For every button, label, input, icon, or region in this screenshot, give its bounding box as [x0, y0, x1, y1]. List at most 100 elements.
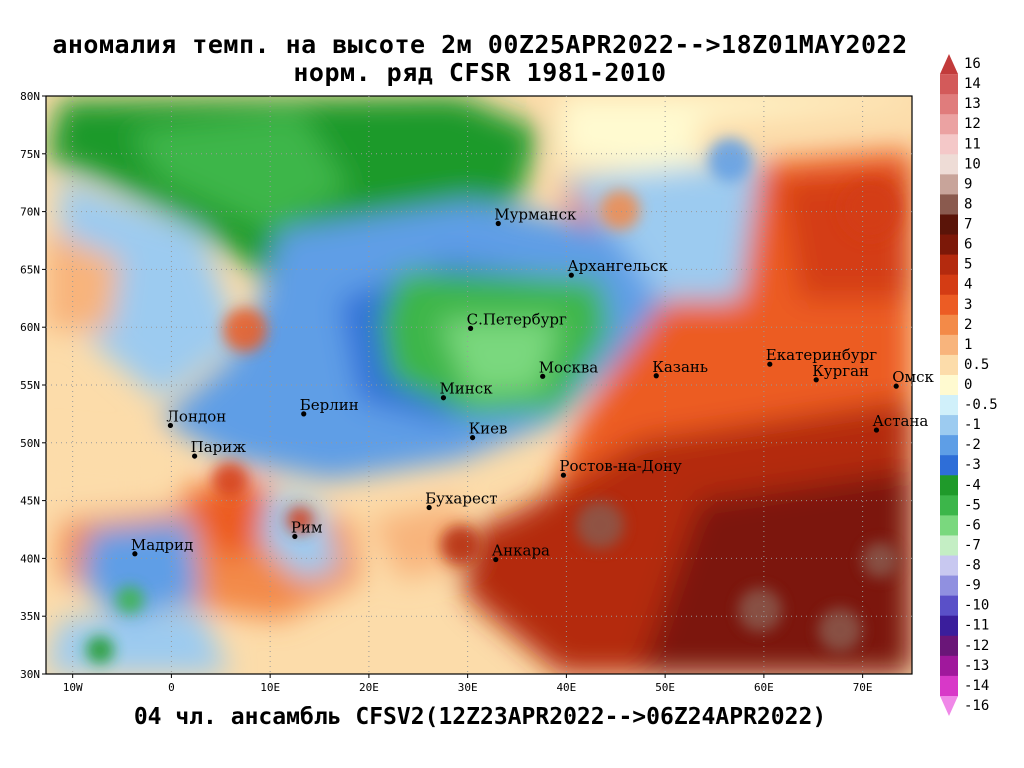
- colorbar-swatch: [940, 294, 958, 316]
- colorbar-label: -8: [964, 558, 981, 574]
- city-dot: [540, 373, 546, 379]
- city-label: Киев: [469, 420, 508, 438]
- colorbar-label: -7: [964, 537, 981, 553]
- colorbar-label: -0.5: [964, 397, 998, 413]
- city-label: Мурманск: [494, 206, 577, 224]
- title-line-2: норм. ряд CFSR 1981-2010: [293, 58, 667, 87]
- colorbar-label: -2: [964, 437, 981, 453]
- colorbar-swatch: [940, 214, 958, 236]
- colorbar-label: 1: [964, 337, 972, 353]
- city-dot: [167, 422, 174, 429]
- colorbar-label: 5: [964, 257, 972, 273]
- colorbar-label: -5: [964, 497, 981, 513]
- city-label: Минск: [439, 380, 493, 398]
- lon-tick-label: 50E: [655, 681, 675, 694]
- lat-tick-label: 55N: [20, 379, 40, 392]
- colorbar-swatch: [940, 114, 958, 135]
- lat-tick-label: 45N: [20, 495, 40, 508]
- colorbar-label: -11: [964, 618, 989, 634]
- colorbar-label: 14: [964, 76, 981, 92]
- colorbar-label: 11: [964, 136, 981, 152]
- city-dot: [292, 533, 298, 540]
- city-dot: [493, 556, 499, 563]
- lon-tick-label: 70E: [853, 681, 873, 694]
- lat-tick-label: 50N: [20, 437, 40, 450]
- lat-tick-label: 70N: [20, 206, 40, 219]
- city-dot: [192, 453, 198, 459]
- lon-tick-label: 0: [168, 681, 175, 694]
- city-dot: [132, 551, 138, 557]
- lat-tick-label: 30N: [20, 668, 40, 681]
- city-dot: [568, 272, 574, 278]
- city-label: Екатеринбург: [766, 346, 877, 364]
- anomaly-field: [46, 96, 912, 674]
- lat-tick-label: 40N: [20, 552, 40, 565]
- city-label: Курган: [812, 362, 869, 380]
- city-label: Мадрид: [131, 536, 193, 554]
- colorbar-label: 0.5: [964, 357, 989, 373]
- colorbar-label: 16: [964, 56, 981, 72]
- lat-tick-label: 60N: [20, 321, 40, 334]
- colorbar-swatch: [940, 615, 958, 637]
- colorbar-swatch: [940, 174, 958, 195]
- city-label: Берлин: [300, 396, 359, 414]
- colorbar-swatch: [940, 475, 958, 496]
- lon-tick-label: 60E: [754, 681, 774, 694]
- colorbar-swatch: [940, 194, 958, 215]
- colorbar-swatch: [940, 154, 958, 175]
- city-label: Ростов-на-Дону: [559, 457, 682, 475]
- colorbar-swatch: [940, 395, 958, 416]
- colorbar-swatch: [940, 495, 958, 516]
- lat-tick-label: 35N: [20, 610, 40, 623]
- colorbar-swatch: [940, 655, 958, 677]
- colorbar-swatch: [940, 54, 958, 75]
- colorbar-label: 0: [964, 377, 972, 393]
- city-dot: [767, 361, 773, 367]
- colorbar-swatch: [940, 74, 958, 95]
- colorbar-swatch: [940, 134, 958, 155]
- lon-tick-label: 20E: [359, 681, 379, 694]
- colorbar-swatch: [940, 535, 958, 557]
- colorbar-label: 4: [964, 277, 972, 293]
- city-dot: [813, 377, 819, 383]
- city-markers: Мурманск Архангельск С.Петербург Москва Каза…: [131, 206, 935, 563]
- colorbar-label: -4: [964, 477, 981, 493]
- colorbar: 16 14 13 12 11 10 9 8 7 6 5 4 3 2 1 0.5 0 -0.5 -1 -2 -3 -4 -5 -…: [940, 54, 998, 716]
- colorbar-label: -14: [964, 678, 989, 694]
- colorbar-label: -6: [964, 517, 981, 533]
- city-label: Лондон: [166, 407, 226, 425]
- colorbar-swatch: [940, 455, 958, 476]
- city-label: Бухарест: [425, 490, 497, 508]
- city-dot: [469, 434, 476, 441]
- city-dot: [653, 373, 659, 379]
- colorbar-swatch: [940, 274, 958, 296]
- city-dot: [440, 395, 447, 401]
- ensemble-footer: 04 чл. ансамбль CFSV2(12Z23APR2022-->06Z…: [133, 704, 827, 730]
- colorbar-label: -1: [964, 417, 981, 433]
- colorbar-label: 8: [964, 196, 972, 212]
- lat-tick-label: 80N: [20, 90, 40, 103]
- city-label: Анкара: [492, 542, 550, 560]
- city-label: Москва: [539, 358, 599, 376]
- lon-tick-label: 40E: [556, 681, 576, 694]
- title-line-1: аномалия темп. на высоте 2м 00Z25APR2022…: [52, 30, 908, 59]
- colorbar-swatch: [940, 234, 958, 256]
- colorbar-swatch: [940, 374, 958, 396]
- colorbar-label: 7: [964, 217, 972, 233]
- city-dot: [893, 383, 899, 389]
- city-label: Казань: [652, 358, 708, 376]
- colorbar-label: 2: [964, 317, 972, 333]
- colorbar-swatch: [940, 354, 958, 376]
- city-dot: [495, 220, 501, 227]
- colorbar-label: 6: [964, 237, 972, 253]
- lon-tick-label: 10W: [63, 681, 83, 694]
- city-label: С.Петербург: [467, 310, 567, 328]
- colorbar-label: -13: [964, 658, 989, 674]
- colorbar-swatch: [940, 555, 958, 577]
- colorbar-swatch: [940, 595, 958, 617]
- city-dot: [426, 504, 432, 511]
- colorbar-swatch: [940, 334, 958, 356]
- colorbar-label: -12: [964, 638, 989, 654]
- lat-tick-label: 65N: [20, 263, 40, 276]
- colorbar-label: -16: [964, 698, 989, 714]
